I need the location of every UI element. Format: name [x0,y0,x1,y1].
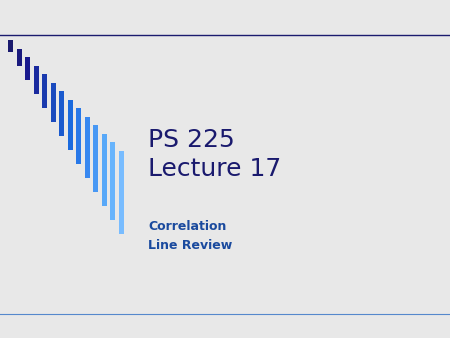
Bar [68,100,72,150]
Bar [110,143,115,220]
Bar [76,108,81,165]
Text: Correlation
Line Review: Correlation Line Review [148,220,232,252]
Bar [8,41,13,52]
Bar [85,117,90,178]
Bar [25,57,30,80]
Bar [33,66,39,95]
Bar [102,134,107,207]
Bar [42,74,47,108]
Text: PS 225
Lecture 17: PS 225 Lecture 17 [148,128,281,181]
Bar [17,49,22,67]
Bar [59,92,64,137]
Bar [118,151,123,235]
Bar [93,125,98,192]
Bar [50,83,55,122]
